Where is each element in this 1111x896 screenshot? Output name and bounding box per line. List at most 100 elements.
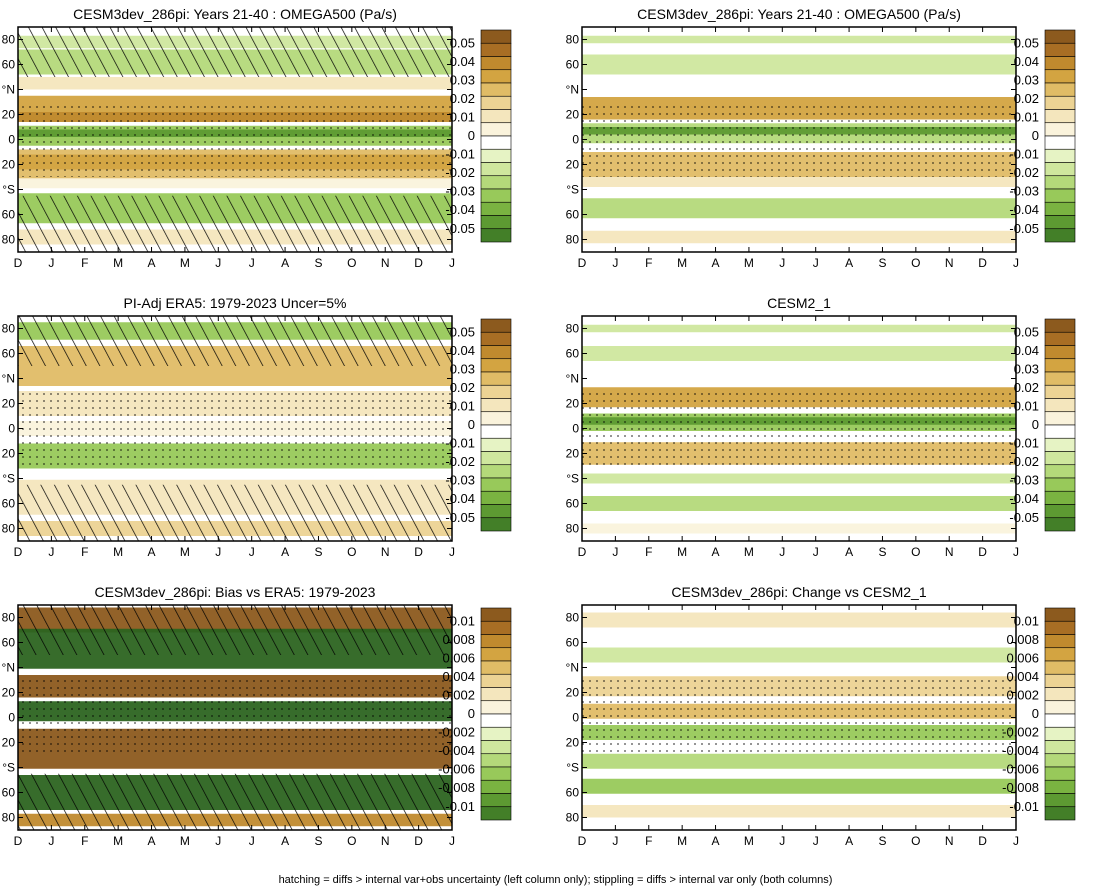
colorbar-swatch (1044, 700, 1076, 715)
colorbar-label: 0 (1032, 417, 1039, 432)
contour-band (582, 753, 1016, 769)
y-tick-label: 80 (2, 233, 16, 247)
y-tick-label: °S (566, 472, 579, 486)
hatch-overlay (18, 605, 452, 655)
x-tick-label: J (449, 545, 455, 559)
colorbar-swatch (480, 69, 512, 84)
y-tick-label: 60 (2, 636, 16, 650)
x-tick-label: S (314, 256, 322, 270)
hatch-overlay (18, 484, 452, 541)
y-tick-label: 60 (566, 208, 580, 222)
colorbar-label: 0.008 (442, 632, 475, 647)
colorbar-swatch (1044, 201, 1076, 216)
y-tick-label: 80 (566, 33, 580, 47)
colorbar-swatch (480, 517, 512, 532)
colorbar-swatch (1044, 29, 1076, 44)
y-tick-label: 80 (2, 611, 16, 625)
x-tick-label: N (381, 834, 390, 848)
colorbar-swatch (1044, 384, 1076, 399)
x-tick-label: D (978, 834, 987, 848)
colorbar-swatch (1044, 358, 1076, 373)
hatch-overlay (18, 316, 452, 366)
x-tick-label: A (712, 256, 720, 270)
x-tick-label: S (878, 256, 886, 270)
colorbar-swatch (1044, 647, 1076, 662)
colorbar-swatch (480, 700, 512, 715)
y-tick-label: 80 (566, 811, 580, 825)
colorbar-swatch (1044, 188, 1076, 203)
y-tick-label: 0 (572, 711, 579, 725)
colorbar-swatch (1044, 56, 1076, 71)
colorbar-label: -0.05 (445, 221, 475, 236)
x-tick-label: A (712, 834, 720, 848)
colorbar-swatch (1044, 477, 1076, 492)
y-tick-label: 20 (566, 108, 580, 122)
colorbar-swatch (480, 384, 512, 399)
x-tick-label: J (249, 834, 255, 848)
contour-band (582, 612, 1016, 628)
colorbar-label: 0.01 (1014, 613, 1039, 628)
colorbar-label: -0.008 (1002, 780, 1039, 795)
x-tick-label: A (148, 545, 156, 559)
colorbar-swatch (480, 634, 512, 649)
colorbar-swatch (480, 424, 512, 439)
y-tick-label: °N (2, 661, 15, 675)
x-tick-label: D (578, 545, 587, 559)
y-tick-label: 0 (572, 422, 579, 436)
colorbar-swatch (1044, 95, 1076, 110)
colorbar-swatch (480, 215, 512, 230)
colorbar-swatch (1044, 215, 1076, 230)
x-tick-label: J (249, 545, 255, 559)
colorbar-swatch (480, 56, 512, 71)
colorbar-swatch (1044, 437, 1076, 452)
panels-layer: CESM3dev_286pi: Years 21-40 : OMEGA500 (… (2, 6, 1076, 848)
x-tick-label: A (148, 256, 156, 270)
colorbar-swatch (1044, 673, 1076, 688)
y-tick-label: 80 (2, 522, 16, 536)
x-tick-label: J (779, 834, 785, 848)
colorbar-swatch (480, 753, 512, 768)
colorbar-label: 0.03 (1014, 72, 1039, 87)
colorbar-swatch (1044, 464, 1076, 479)
y-tick-label: 80 (566, 322, 580, 336)
x-tick-label: M (744, 545, 754, 559)
y-tick-label: 20 (566, 158, 580, 172)
x-tick-label: A (845, 545, 853, 559)
x-tick-label: A (148, 834, 156, 848)
colorbar-label: -0.002 (1002, 725, 1039, 740)
colorbar-swatch (1044, 740, 1076, 755)
colorbar-swatch (480, 477, 512, 492)
y-tick-label: 60 (566, 497, 580, 511)
y-tick-label: °N (566, 372, 579, 386)
colorbar-label: -0.01 (1009, 436, 1039, 451)
x-tick-label: O (347, 256, 356, 270)
x-tick-label: S (878, 834, 886, 848)
x-tick-label: M (677, 834, 687, 848)
y-tick-label: 20 (566, 686, 580, 700)
colorbar-swatch (480, 371, 512, 386)
colorbar-label: 0.008 (1006, 632, 1039, 647)
colorbar-swatch (1044, 726, 1076, 741)
y-tick-label: °S (2, 472, 15, 486)
colorbar-label: 0 (1032, 706, 1039, 721)
x-tick-label: N (945, 545, 954, 559)
y-tick-label: 80 (566, 611, 580, 625)
field (18, 316, 452, 541)
contour-band (582, 523, 1016, 534)
y-tick-label: 60 (566, 58, 580, 72)
y-tick-label: 20 (566, 736, 580, 750)
y-tick-label: 80 (2, 33, 16, 47)
colorbar-swatch (1044, 331, 1076, 346)
x-tick-label: J (449, 834, 455, 848)
panel-1: CESM3dev_286pi: Years 21-40 : OMEGA500 (… (2, 6, 512, 270)
colorbar-label: -0.05 (1009, 221, 1039, 236)
y-tick-label: 60 (2, 58, 16, 72)
colorbar-swatch (1044, 806, 1076, 821)
colorbar-label: 0.01 (1014, 109, 1039, 124)
hatch-overlay (18, 195, 452, 252)
colorbar-label: -0.02 (1009, 454, 1039, 469)
colorbar-swatch (480, 135, 512, 150)
panel-title: CESM2_1 (767, 295, 831, 311)
colorbar-swatch (1044, 766, 1076, 781)
colorbar-label: 0.002 (442, 687, 475, 702)
